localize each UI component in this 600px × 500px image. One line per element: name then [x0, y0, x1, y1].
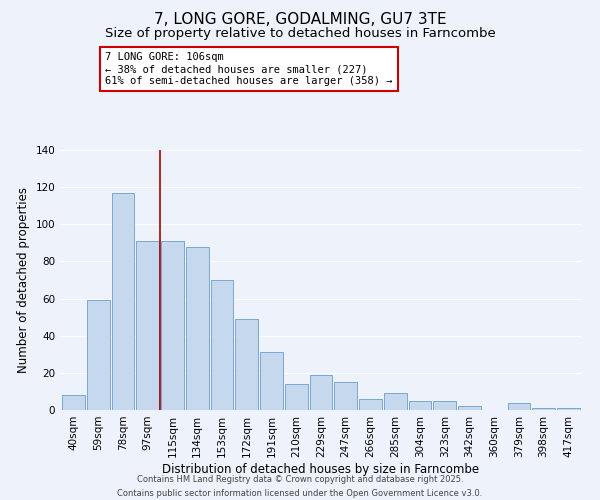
- Bar: [112, 192, 134, 410]
- Bar: [384, 394, 407, 410]
- Text: Contains HM Land Registry data © Crown copyright and database right 2025.
Contai: Contains HM Land Registry data © Crown c…: [118, 476, 482, 498]
- Bar: [211, 280, 233, 410]
- Bar: [334, 382, 357, 410]
- Bar: [235, 319, 258, 410]
- Bar: [359, 399, 382, 410]
- Bar: [508, 402, 530, 410]
- Bar: [310, 374, 332, 410]
- Bar: [136, 241, 159, 410]
- Bar: [161, 241, 184, 410]
- Text: 7, LONG GORE, GODALMING, GU7 3TE: 7, LONG GORE, GODALMING, GU7 3TE: [154, 12, 446, 28]
- Bar: [62, 395, 85, 410]
- X-axis label: Distribution of detached houses by size in Farncombe: Distribution of detached houses by size …: [163, 462, 479, 475]
- Bar: [260, 352, 283, 410]
- Bar: [186, 246, 209, 410]
- Bar: [285, 384, 308, 410]
- Bar: [532, 408, 555, 410]
- Y-axis label: Number of detached properties: Number of detached properties: [17, 187, 30, 373]
- Text: 7 LONG GORE: 106sqm
← 38% of detached houses are smaller (227)
61% of semi-detac: 7 LONG GORE: 106sqm ← 38% of detached ho…: [105, 52, 392, 86]
- Text: Size of property relative to detached houses in Farncombe: Size of property relative to detached ho…: [104, 28, 496, 40]
- Bar: [458, 406, 481, 410]
- Bar: [87, 300, 110, 410]
- Bar: [409, 400, 431, 410]
- Bar: [557, 408, 580, 410]
- Bar: [433, 400, 456, 410]
